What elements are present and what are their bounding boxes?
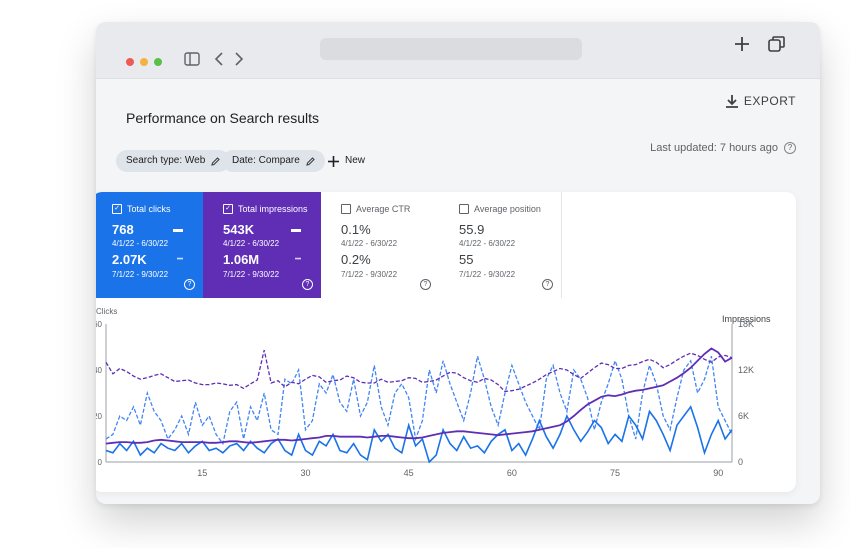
search-type-filter-chip[interactable]: Search type: Web bbox=[116, 150, 231, 172]
metric-value-current: 0.1% bbox=[341, 222, 371, 237]
y2-tick-label: 6K bbox=[738, 411, 749, 421]
y-tick-label: 60 bbox=[96, 320, 103, 329]
address-bar[interactable] bbox=[320, 38, 582, 60]
metric-value-current: 543K bbox=[223, 222, 255, 237]
y-tick-label: 20 bbox=[96, 412, 103, 421]
metric-range-previous: 7/1/22 - 9/30/22 bbox=[341, 270, 398, 279]
metric-card-total-impressions[interactable]: ✓ Total impressions 543K 4/1/22 - 6/30/22… bbox=[203, 192, 321, 298]
metric-card-total-clicks[interactable]: ✓ Total clicks 768 4/1/22 - 6/30/22 2.07K… bbox=[96, 192, 203, 298]
x-tick-label: 75 bbox=[610, 468, 620, 478]
help-icon[interactable]: ? bbox=[184, 279, 195, 290]
forward-arrow-icon[interactable] bbox=[234, 52, 244, 70]
checkbox-checked-icon[interactable]: ✓ bbox=[112, 204, 122, 214]
maximize-window-dot[interactable] bbox=[154, 58, 162, 66]
download-icon bbox=[725, 94, 738, 108]
date-filter-chip[interactable]: Date: Compare bbox=[222, 150, 325, 172]
metric-card-average-position[interactable]: Average position 55.9 4/1/22 - 6/30/22 5… bbox=[439, 192, 562, 298]
metric-range-previous: 7/1/22 - 9/30/22 bbox=[223, 270, 280, 279]
metric-value-previous: 2.07K bbox=[112, 252, 147, 267]
dashed-line-legend-icon: ┅ bbox=[294, 254, 301, 265]
metric-label: Total impressions bbox=[238, 204, 308, 214]
browser-titlebar bbox=[96, 22, 820, 79]
metric-label: Average position bbox=[474, 204, 541, 214]
help-icon[interactable]: ? bbox=[784, 142, 796, 154]
solid-line-legend-icon: ▬ bbox=[173, 224, 183, 235]
y2-tick-label: 0 bbox=[738, 457, 743, 467]
help-icon[interactable]: ? bbox=[302, 279, 313, 290]
metric-range-current: 4/1/22 - 6/30/22 bbox=[223, 239, 280, 248]
metric-value-current: 768 bbox=[112, 222, 134, 237]
metric-card-average-ctr[interactable]: Average CTR 0.1% 4/1/22 - 6/30/22 0.2% 7… bbox=[321, 192, 440, 298]
last-updated: Last updated: 7 hours ago ? bbox=[650, 142, 796, 154]
export-button[interactable]: EXPORT bbox=[725, 94, 796, 108]
page-title: Performance on Search results bbox=[126, 110, 319, 126]
clicks-current-series-line bbox=[105, 405, 733, 464]
checkbox-unchecked-icon[interactable] bbox=[459, 204, 469, 214]
performance-panel: ✓ Total clicks 768 4/1/22 - 6/30/22 2.07K… bbox=[96, 192, 796, 492]
tabs-overview-icon[interactable] bbox=[768, 36, 785, 56]
x-tick-label: 45 bbox=[404, 468, 414, 478]
browser-window: EXPORT Performance on Search results Sea… bbox=[96, 22, 820, 504]
impressions-previous-series-line bbox=[105, 349, 733, 393]
new-filter-label: New bbox=[345, 155, 366, 166]
dashed-line-legend-icon: ┅ bbox=[176, 254, 183, 265]
back-arrow-icon[interactable] bbox=[214, 52, 224, 70]
export-label: EXPORT bbox=[743, 94, 796, 108]
y2-tick-label: 12K bbox=[738, 365, 754, 375]
last-updated-text: Last updated: 7 hours ago bbox=[650, 142, 778, 154]
edit-pencil-icon bbox=[306, 156, 315, 166]
sidebar-toggle-icon[interactable] bbox=[184, 52, 200, 70]
metric-value-previous: 1.06M bbox=[223, 252, 260, 267]
clicks-previous-series-line bbox=[105, 356, 733, 446]
metric-range-previous: 7/1/22 - 9/30/22 bbox=[112, 270, 169, 279]
metric-range-current: 4/1/22 - 6/30/22 bbox=[112, 239, 169, 248]
y-tick-label: 40 bbox=[96, 366, 103, 375]
minimize-window-dot[interactable] bbox=[140, 58, 148, 66]
metric-label: Average CTR bbox=[356, 204, 411, 214]
help-icon[interactable]: ? bbox=[420, 279, 431, 290]
new-filter-button[interactable]: New bbox=[328, 150, 365, 172]
plus-icon bbox=[328, 155, 339, 167]
y-axis-title: Clicks bbox=[96, 307, 117, 316]
metric-range-current: 4/1/22 - 6/30/22 bbox=[459, 239, 516, 248]
y2-tick-label: 18K bbox=[738, 319, 754, 329]
x-tick-label: 90 bbox=[713, 468, 723, 478]
checkbox-checked-icon[interactable]: ✓ bbox=[223, 204, 233, 214]
impressions-current-series-line bbox=[105, 347, 733, 445]
metric-value-previous: 55 bbox=[459, 252, 474, 267]
solid-line-legend-icon: ▬ bbox=[291, 224, 301, 235]
y2-axis-title: Impressions bbox=[722, 314, 771, 324]
metric-range-current: 4/1/22 - 6/30/22 bbox=[341, 239, 398, 248]
metric-label: Total clicks bbox=[127, 204, 171, 214]
x-tick-label: 60 bbox=[507, 468, 517, 478]
y-tick-label: 0 bbox=[98, 458, 103, 467]
metric-range-previous: 7/1/22 - 9/30/22 bbox=[459, 270, 516, 279]
page-content: EXPORT Performance on Search results Sea… bbox=[96, 78, 820, 504]
metric-value-previous: 0.2% bbox=[341, 252, 371, 267]
x-tick-label: 15 bbox=[197, 468, 207, 478]
help-icon[interactable]: ? bbox=[542, 279, 553, 290]
new-tab-icon[interactable] bbox=[734, 36, 750, 56]
edit-pencil-icon bbox=[211, 156, 221, 166]
x-tick-label: 30 bbox=[300, 468, 310, 478]
metric-value-current: 55.9 bbox=[459, 222, 485, 237]
close-window-dot[interactable] bbox=[126, 58, 134, 66]
date-filter-label: Date: Compare bbox=[232, 155, 300, 166]
search-type-label: Search type: Web bbox=[126, 155, 206, 166]
performance-chart: Clicks Impressions 0 20 40 60 0 6K 12K 18K 15 30 45 6… bbox=[96, 307, 771, 478]
checkbox-unchecked-icon[interactable] bbox=[341, 204, 351, 214]
